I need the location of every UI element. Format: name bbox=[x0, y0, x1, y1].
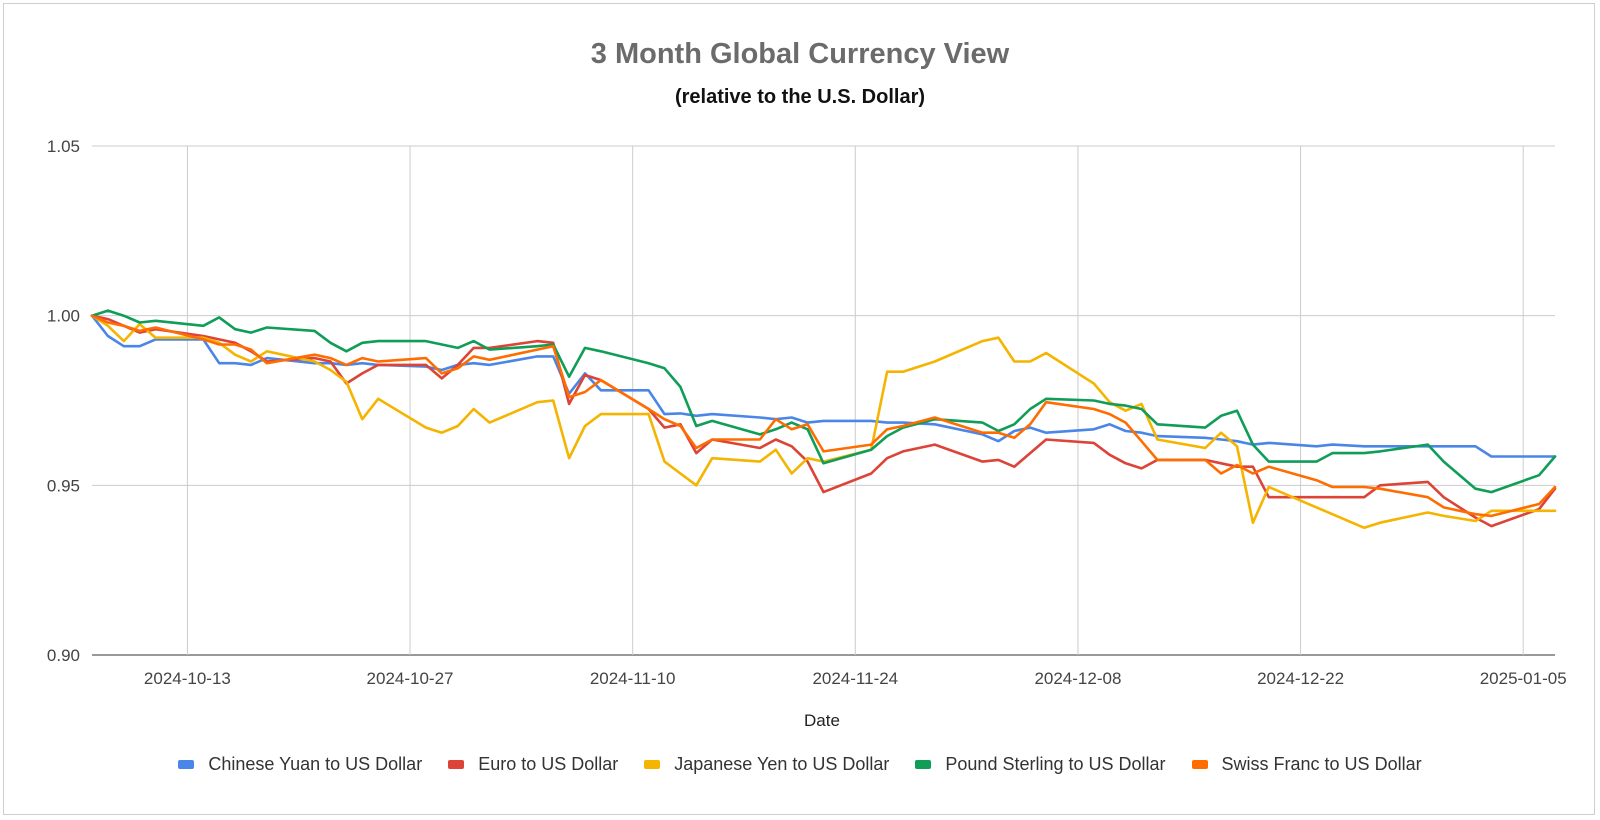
legend-item: Euro to US Dollar bbox=[448, 754, 618, 775]
legend: Chinese Yuan to US Dollar Euro to US Doll… bbox=[0, 754, 1600, 775]
x-tick-label: 2024-10-27 bbox=[367, 669, 454, 688]
legend-swatch bbox=[644, 760, 661, 769]
legend-item: Swiss Franc to US Dollar bbox=[1191, 754, 1422, 775]
legend-label: Japanese Yen to US Dollar bbox=[674, 754, 890, 774]
series-line-1 bbox=[90, 314, 1557, 458]
legend-item: Japanese Yen to US Dollar bbox=[644, 754, 889, 775]
grid bbox=[92, 145, 1555, 656]
series-line-5 bbox=[90, 314, 1557, 518]
legend-swatch bbox=[1191, 760, 1208, 769]
legend-item: Chinese Yuan to US Dollar bbox=[178, 754, 422, 775]
x-axis-label: Date bbox=[804, 711, 840, 730]
x-tick-label: 2024-11-10 bbox=[590, 669, 676, 688]
legend-swatch bbox=[915, 760, 932, 769]
legend-label: Swiss Franc to US Dollar bbox=[1221, 754, 1422, 774]
x-tick-label: 2025-01-05 bbox=[1480, 669, 1567, 688]
legend-swatch bbox=[448, 760, 465, 769]
axes: 0.90 0.95 1.00 1.05 2024-10-13 2024-10-27 2024… bbox=[47, 137, 1567, 688]
x-tick-label: 2024-11-24 bbox=[812, 669, 898, 688]
x-tick-label: 2024-12-08 bbox=[1034, 669, 1121, 688]
series-line-3 bbox=[90, 314, 1557, 530]
y-tick-label: 1.00 bbox=[47, 307, 80, 326]
chart-subtitle: (relative to the U.S. Dollar) bbox=[674, 86, 926, 108]
legend-swatch bbox=[178, 760, 195, 769]
legend-label: Pound Sterling to US Dollar bbox=[945, 754, 1166, 774]
x-tick-label: 2024-10-13 bbox=[144, 669, 231, 688]
legend-label: Chinese Yuan to US Dollar bbox=[208, 754, 423, 774]
legend-item: Pound Sterling to US Dollar bbox=[915, 754, 1166, 775]
series-lines bbox=[90, 309, 1557, 530]
chart-frame bbox=[3, 3, 1595, 815]
x-tick-label: 2024-12-22 bbox=[1257, 669, 1344, 688]
y-tick-label: 0.90 bbox=[47, 646, 80, 665]
legend-label: Euro to US Dollar bbox=[478, 754, 619, 774]
y-tick-label: 0.95 bbox=[47, 476, 80, 495]
y-tick-label: 1.05 bbox=[47, 137, 80, 156]
chart-title: 3 Month Global Currency View bbox=[590, 38, 1010, 70]
series-line-4 bbox=[90, 309, 1557, 494]
series-line-2 bbox=[90, 314, 1557, 528]
